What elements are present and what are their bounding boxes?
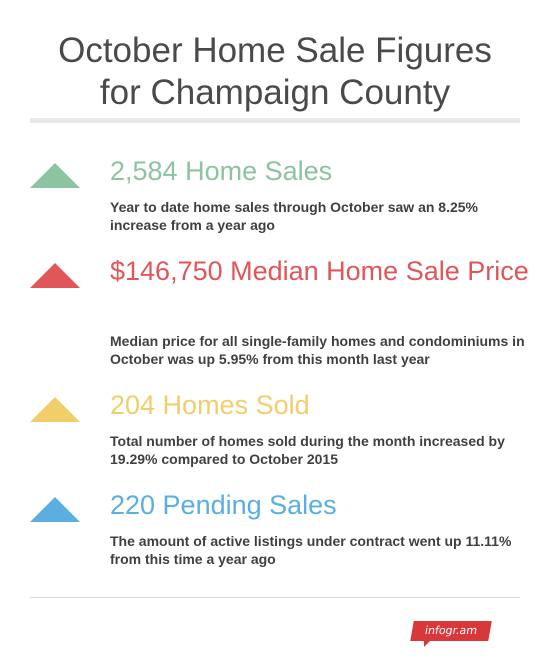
logo-tail-decoration — [424, 639, 432, 647]
page-title-line-1: October Home Sale Figures — [58, 31, 492, 70]
stat-description: The amount of active listings under cont… — [110, 533, 512, 567]
stat-description: Total number of homes sold during the mo… — [110, 433, 505, 467]
page-title-line-2: for Champaign County — [99, 73, 451, 112]
title-divider — [30, 118, 520, 123]
stat-headline: 204 Homes Sold — [110, 390, 310, 420]
stat-headline: 220 Pending Sales — [110, 490, 337, 520]
triangle-up-icon — [30, 263, 80, 288]
footer-divider — [30, 597, 520, 598]
stat-headline: $146,750 Median Home Sale Price — [110, 256, 529, 286]
page-title: October Home Sale Figures for Champaign … — [0, 30, 550, 114]
triangle-up-icon — [30, 397, 80, 422]
infogram-logo-link[interactable]: infogr.am — [410, 621, 492, 641]
stat-headline: 2,584 Home Sales — [110, 156, 333, 186]
stat-description: Year to date home sales through October … — [110, 199, 479, 233]
stat-description: Median price for all single-family homes… — [110, 333, 525, 367]
triangle-up-icon — [30, 497, 80, 522]
triangle-up-icon — [30, 163, 80, 188]
